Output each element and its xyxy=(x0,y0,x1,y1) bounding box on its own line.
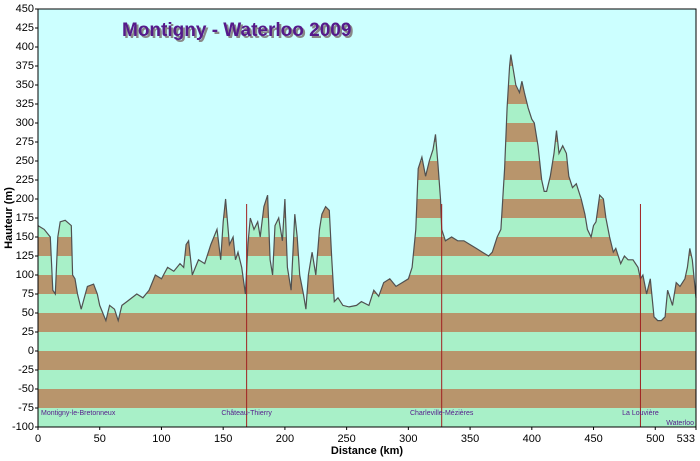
bands xyxy=(38,54,696,427)
x-tick-label: 150 xyxy=(214,433,232,445)
y-tick-label: 175 xyxy=(16,212,34,224)
y-tick-label: -50 xyxy=(18,383,34,395)
y-tick-label: 400 xyxy=(16,41,34,53)
y-axis-label: Hauteur (m) xyxy=(3,187,15,249)
y-tick-label: 75 xyxy=(22,288,34,300)
place-label: Montigny-le-Bretonneux xyxy=(41,410,116,417)
y-tick-label: 50 xyxy=(22,307,34,319)
x-tick-label: 250 xyxy=(337,433,355,445)
y-tick-label: 300 xyxy=(16,117,34,129)
y-tick-label: -75 xyxy=(18,402,34,414)
y-tick-label: 125 xyxy=(16,250,34,262)
x-tick-label: 400 xyxy=(523,433,541,445)
band xyxy=(38,332,696,351)
x-axis-label: Distance (km) xyxy=(331,445,403,457)
y-tick-label: -100 xyxy=(12,421,34,433)
band xyxy=(38,389,696,408)
chart-title: Montigny - Waterloo 2009 xyxy=(122,20,351,41)
x-tick-label: 450 xyxy=(584,433,602,445)
x-tick-label: 50 xyxy=(94,433,106,445)
band xyxy=(38,408,696,427)
y-tick-label: 0 xyxy=(28,345,34,357)
band xyxy=(38,370,696,389)
y-tick-label: 25 xyxy=(22,326,34,338)
x-tick-label: 100 xyxy=(152,433,170,445)
y-tick-label: 150 xyxy=(16,231,34,243)
title-shadow: Montigny - Waterloo 2009 xyxy=(124,22,353,43)
place-label: La Louvière xyxy=(622,410,659,417)
y-tick-label: 425 xyxy=(16,22,34,34)
y-tick-label: 450 xyxy=(16,3,34,15)
place-label: Waterloo xyxy=(666,420,694,427)
y-tick-label: 375 xyxy=(16,60,34,72)
band xyxy=(38,313,696,332)
x-tick-label: 350 xyxy=(461,433,479,445)
y-tick-label: 250 xyxy=(16,155,34,167)
profile-line xyxy=(37,54,697,323)
y-tick-label: -25 xyxy=(18,364,34,376)
y-tick-label: 350 xyxy=(16,79,34,91)
place-label: Château-Thierry xyxy=(221,410,272,417)
x-tick-label: 500 xyxy=(646,433,664,445)
y-tick-label: 325 xyxy=(16,98,34,110)
y-tick-label: 200 xyxy=(16,193,34,205)
x-tick-label: 200 xyxy=(276,433,294,445)
place-label: Charleville-Mézières xyxy=(410,410,474,417)
x-tick-label: 533 xyxy=(677,433,695,445)
y-tick-label: 225 xyxy=(16,174,34,186)
y-tick-label: 275 xyxy=(16,136,34,148)
band xyxy=(38,351,696,370)
layer: Montigny-le-Bretonneux Château-Thierry Cha… xyxy=(12,3,697,445)
x-tick-label: 0 xyxy=(35,433,41,445)
x-tick-label: 300 xyxy=(399,433,417,445)
y-tick-label: 100 xyxy=(16,269,34,281)
